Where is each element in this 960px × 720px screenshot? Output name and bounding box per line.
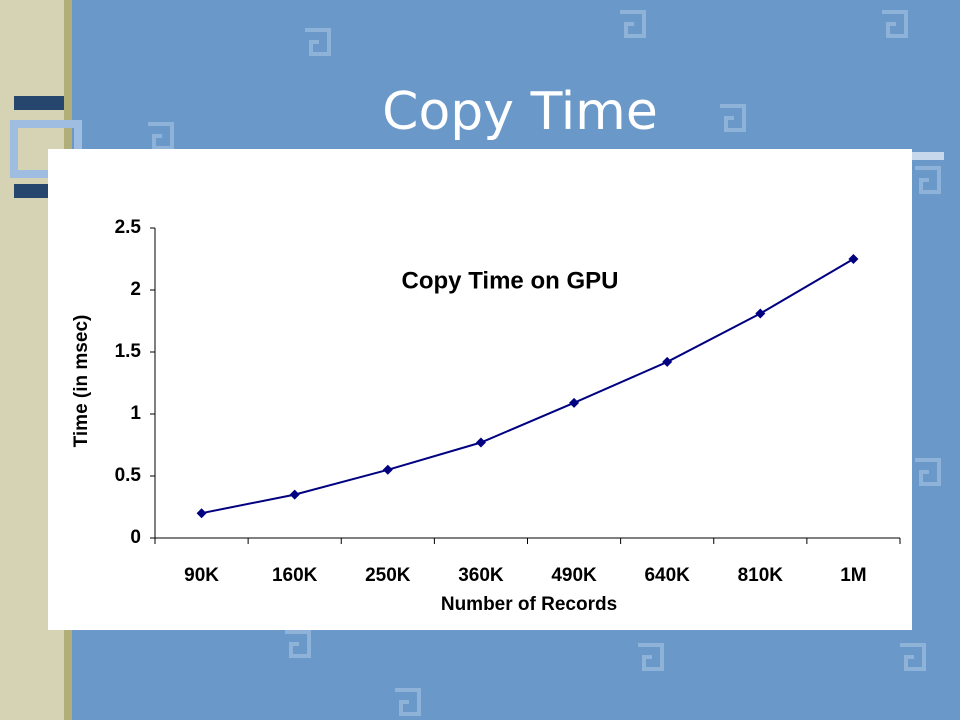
point (289, 489, 300, 500)
y-tick-label: 1.5 (115, 341, 142, 362)
series-line (201, 258, 854, 515)
x-axis-label: Number of Records (441, 594, 617, 615)
decor (148, 10, 941, 716)
slide-title: Copy Time (382, 82, 658, 142)
x-tick-label: 490K (551, 565, 597, 586)
point (475, 437, 486, 448)
x-tick-label: 90K (184, 565, 219, 586)
y-axis-label: Time (in msec) (71, 315, 92, 448)
point (662, 356, 673, 367)
point (382, 464, 393, 475)
y-tick-label: 2 (130, 279, 141, 300)
point (848, 254, 859, 264)
y-tick-label: 1 (130, 403, 141, 424)
x-tick-label: 1M (840, 565, 866, 586)
x-tick-label: 160K (272, 565, 318, 586)
y-tick-label: 2.5 (115, 217, 142, 238)
x-tick-label: 640K (644, 565, 690, 586)
band (14, 96, 64, 110)
x-tick-label: 360K (458, 565, 504, 586)
chart-title: Copy Time on GPU (402, 267, 619, 294)
y-tick-label: 0 (130, 527, 141, 548)
point (569, 397, 580, 408)
point (755, 308, 766, 319)
point (196, 508, 207, 519)
chart-area (48, 149, 912, 630)
x-tick-label: 810K (738, 565, 784, 586)
x-tick-label: 250K (365, 565, 411, 586)
y-tick-label: 0.5 (115, 465, 142, 486)
